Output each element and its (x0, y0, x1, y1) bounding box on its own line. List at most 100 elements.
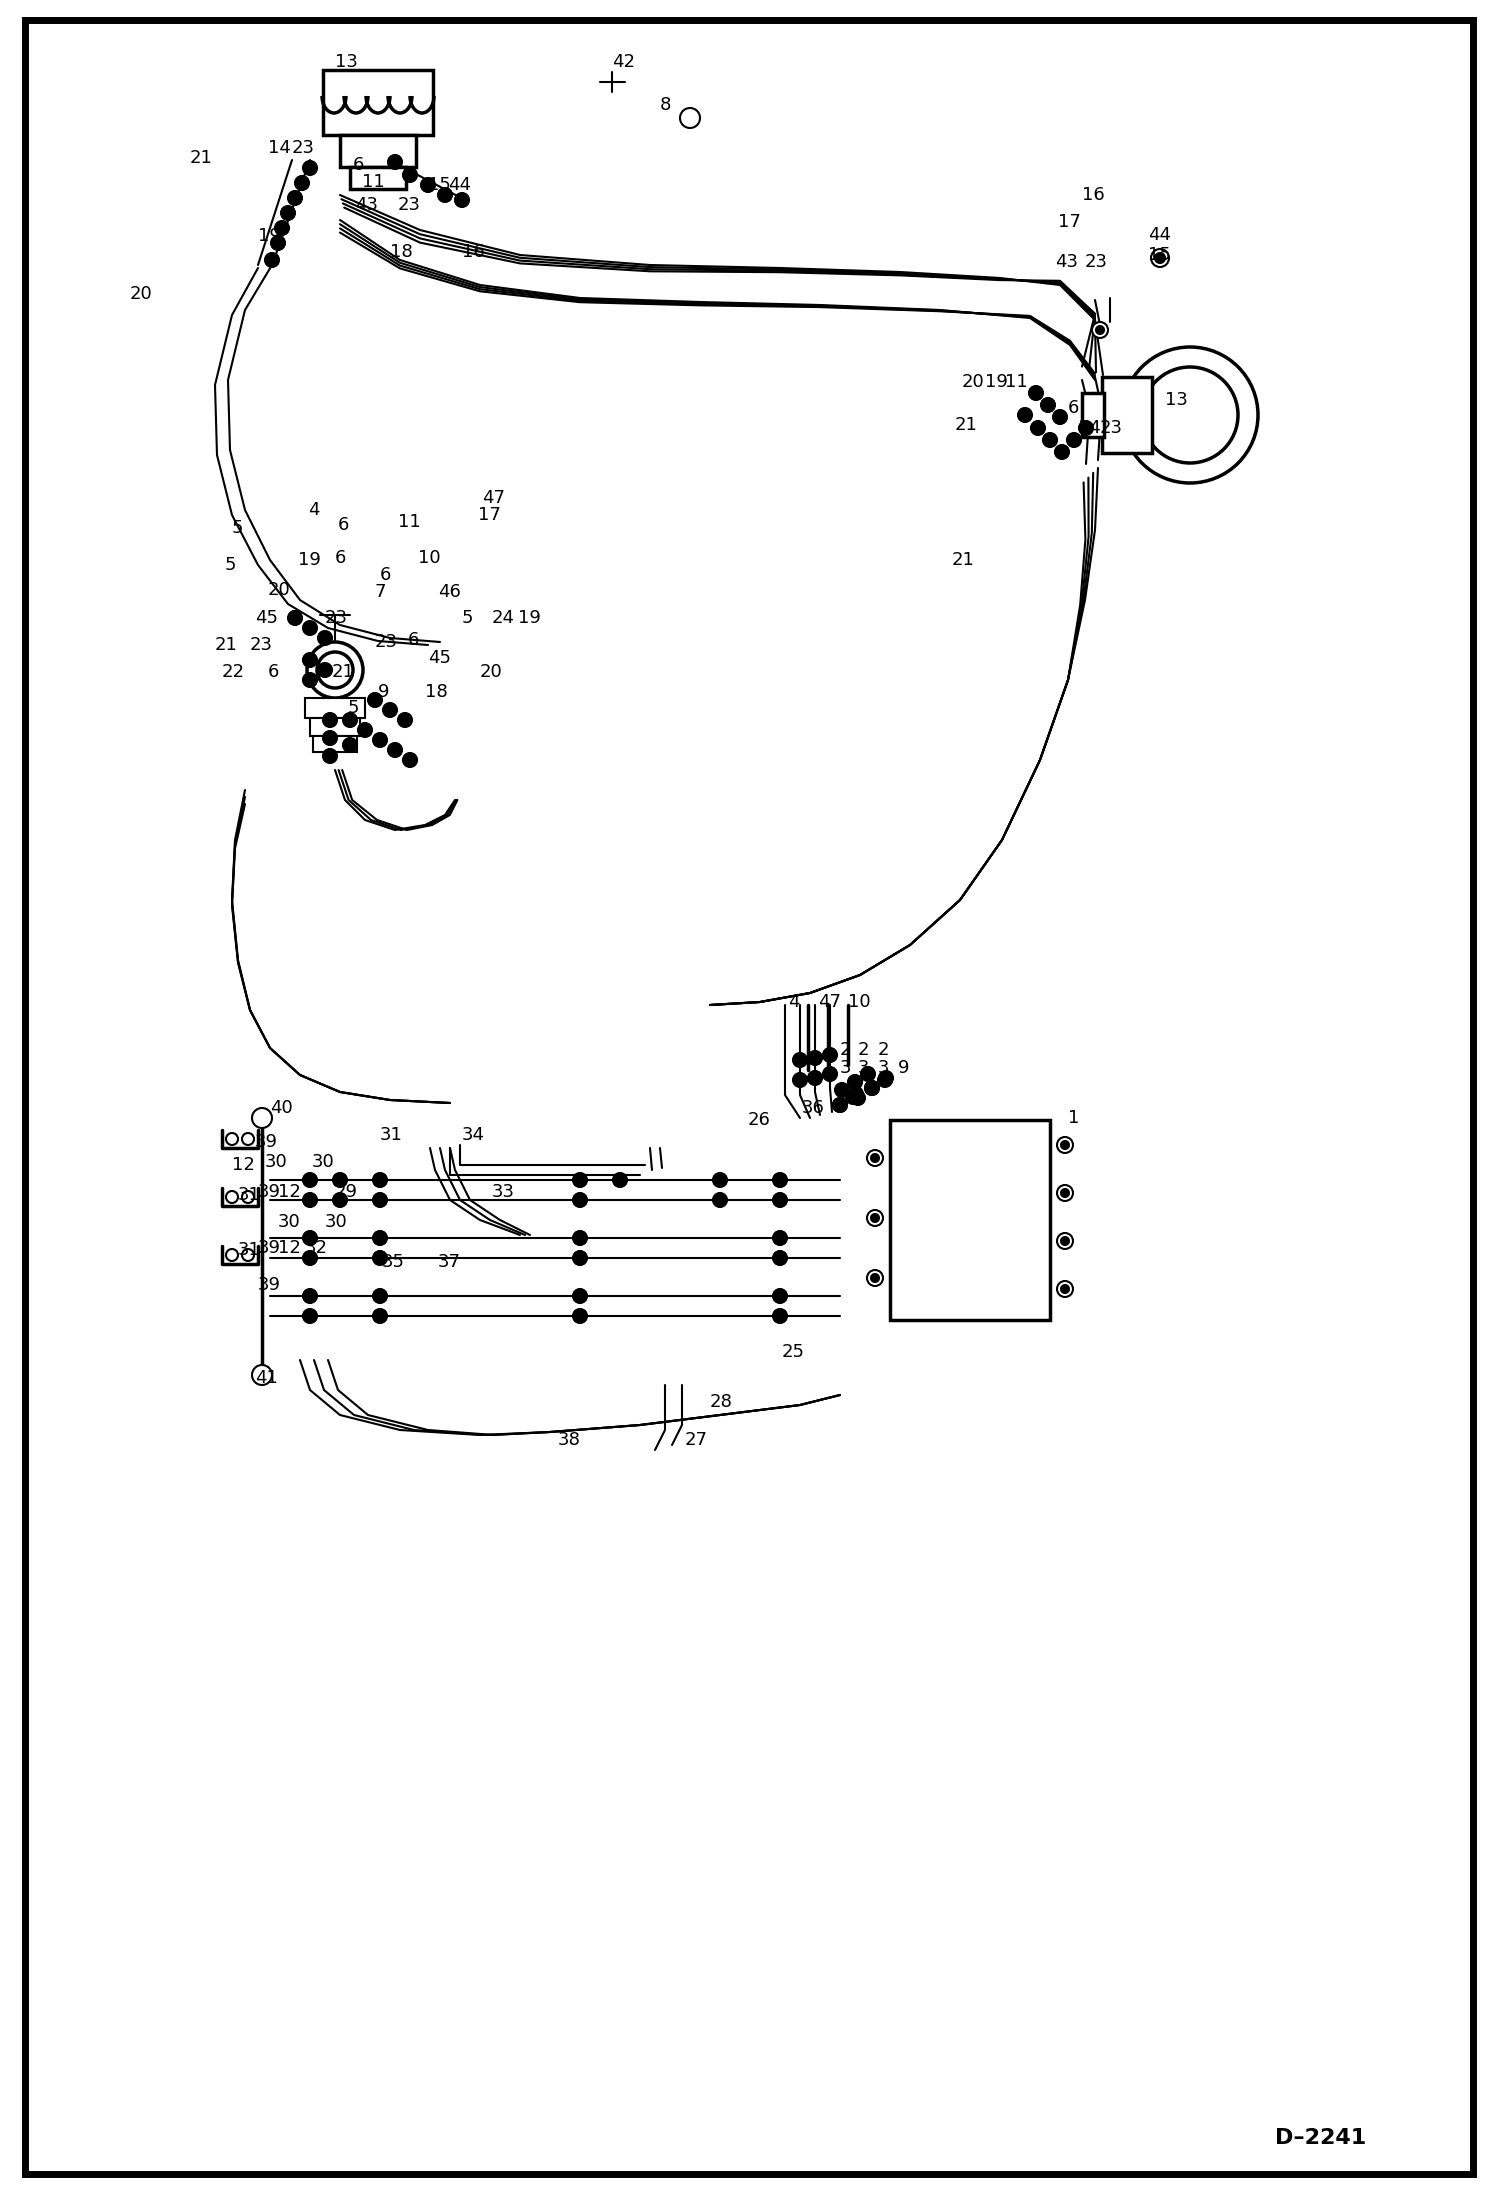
Circle shape (1079, 421, 1094, 434)
Circle shape (318, 652, 354, 689)
Circle shape (1055, 445, 1070, 459)
Text: 41: 41 (255, 1369, 277, 1387)
Text: 12: 12 (279, 1240, 301, 1257)
Circle shape (243, 1191, 255, 1202)
Text: 42: 42 (613, 53, 635, 70)
Circle shape (303, 621, 318, 634)
Circle shape (252, 1108, 273, 1128)
Circle shape (303, 654, 318, 667)
Text: 19: 19 (258, 226, 282, 246)
Circle shape (1155, 252, 1165, 263)
Text: 30: 30 (265, 1154, 288, 1172)
Text: 6: 6 (1068, 399, 1080, 417)
Circle shape (822, 1049, 837, 1062)
Text: 21: 21 (216, 636, 238, 654)
Circle shape (574, 1174, 587, 1187)
Bar (324, 70, 433, 136)
Text: 23: 23 (250, 636, 273, 654)
Circle shape (1097, 327, 1104, 333)
Circle shape (574, 1251, 587, 1266)
Text: 6: 6 (336, 548, 346, 566)
Circle shape (613, 1174, 628, 1187)
Text: 15: 15 (428, 176, 451, 193)
Circle shape (307, 643, 363, 698)
Text: 39: 39 (258, 1240, 282, 1257)
Circle shape (833, 1097, 846, 1112)
Text: 21: 21 (190, 149, 213, 167)
Text: 36: 36 (801, 1099, 825, 1117)
Circle shape (373, 1310, 386, 1323)
Circle shape (358, 724, 372, 737)
Text: 30: 30 (279, 1213, 301, 1231)
Circle shape (792, 1073, 807, 1086)
Circle shape (713, 1174, 727, 1187)
Circle shape (807, 1071, 822, 1086)
Circle shape (276, 222, 289, 235)
Circle shape (848, 1075, 861, 1088)
Circle shape (295, 176, 309, 191)
Circle shape (833, 1097, 846, 1112)
Text: 37: 37 (437, 1253, 461, 1270)
Circle shape (303, 1231, 318, 1244)
Circle shape (849, 1086, 863, 1101)
Text: 5: 5 (348, 700, 360, 717)
Circle shape (1058, 1281, 1073, 1297)
Circle shape (773, 1194, 786, 1207)
Circle shape (383, 702, 397, 717)
Text: 6: 6 (380, 566, 391, 584)
Text: 18: 18 (389, 244, 413, 261)
Circle shape (324, 731, 337, 746)
Text: 27: 27 (685, 1430, 709, 1448)
Circle shape (1058, 1136, 1073, 1154)
Text: 31: 31 (238, 1187, 261, 1205)
Circle shape (226, 1191, 238, 1202)
Text: 29: 29 (336, 1183, 358, 1200)
Circle shape (851, 1090, 864, 1106)
Text: 13: 13 (1165, 391, 1188, 408)
Text: 14: 14 (1079, 419, 1101, 437)
Text: 43: 43 (355, 195, 377, 215)
Text: 22: 22 (222, 663, 246, 680)
Bar (1082, 393, 1104, 437)
Circle shape (303, 1310, 318, 1323)
Text: 2: 2 (878, 1040, 890, 1060)
Circle shape (303, 1194, 318, 1207)
Text: 6: 6 (339, 516, 349, 533)
Circle shape (713, 1194, 727, 1207)
Circle shape (288, 191, 303, 204)
Text: 21: 21 (333, 663, 355, 680)
Text: 34: 34 (461, 1126, 485, 1143)
Circle shape (1053, 410, 1067, 423)
Circle shape (282, 206, 295, 219)
Circle shape (252, 1365, 273, 1384)
Circle shape (243, 1132, 255, 1145)
Circle shape (324, 748, 337, 764)
Circle shape (403, 169, 416, 182)
Circle shape (574, 1194, 587, 1207)
Circle shape (870, 1213, 879, 1222)
Text: 6: 6 (288, 610, 300, 627)
Text: 38: 38 (557, 1430, 581, 1448)
Circle shape (388, 156, 401, 169)
Text: 19: 19 (518, 610, 541, 627)
Text: 10: 10 (848, 994, 870, 1011)
Text: 3: 3 (858, 1060, 869, 1077)
Text: 17: 17 (478, 507, 500, 524)
Circle shape (1061, 1237, 1070, 1244)
Text: 44: 44 (448, 176, 470, 193)
Circle shape (878, 1073, 891, 1086)
Text: 7: 7 (374, 584, 386, 601)
Circle shape (226, 1132, 238, 1145)
Circle shape (870, 1275, 879, 1281)
Circle shape (303, 1290, 318, 1303)
Circle shape (870, 1154, 879, 1163)
Text: 6: 6 (268, 663, 279, 680)
Text: 24: 24 (491, 610, 515, 627)
Text: 14: 14 (268, 138, 291, 158)
Bar (340, 136, 416, 167)
Circle shape (318, 632, 333, 645)
Text: 23: 23 (1100, 419, 1124, 437)
Circle shape (243, 1248, 255, 1262)
Text: 16: 16 (1082, 186, 1104, 204)
Circle shape (1150, 248, 1168, 268)
